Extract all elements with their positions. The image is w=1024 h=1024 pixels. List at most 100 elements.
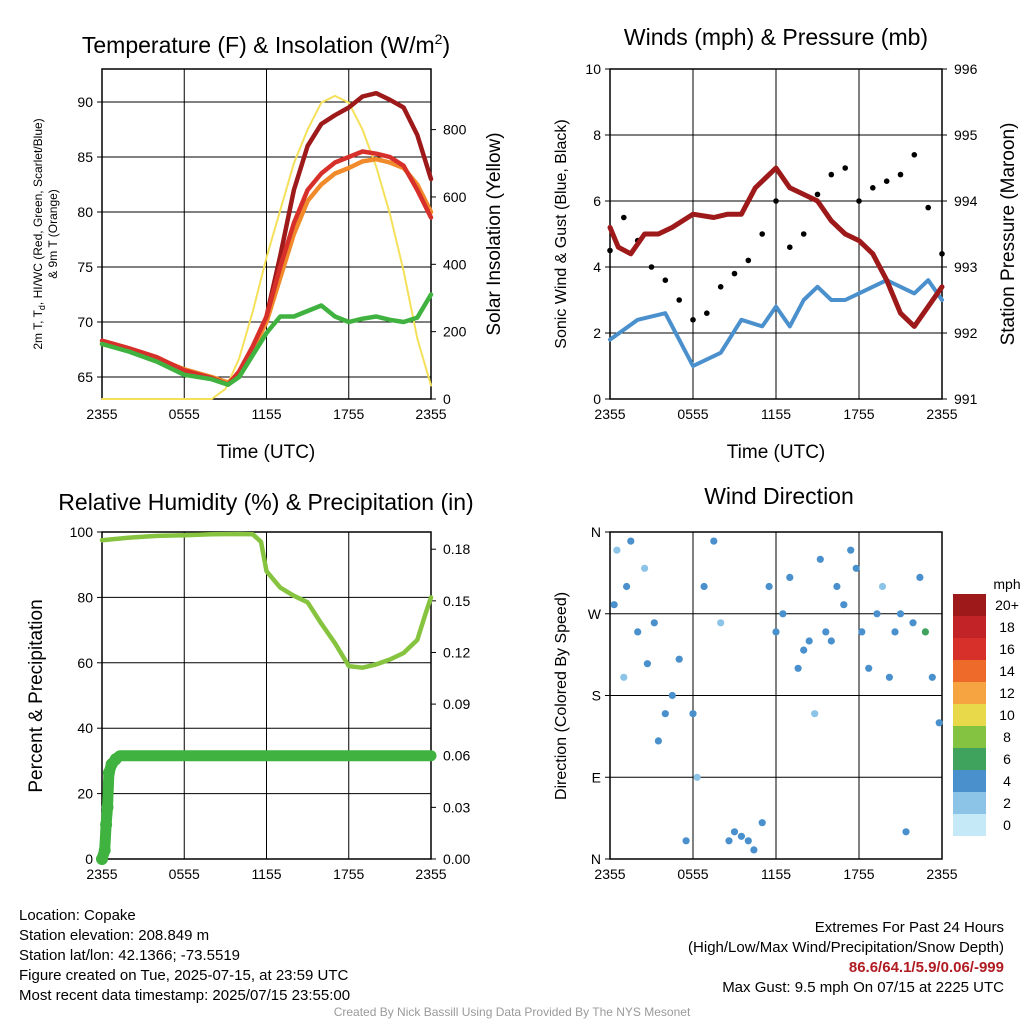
direction-point: [668, 691, 676, 700]
y-tick-label: 100: [70, 524, 94, 540]
x-tick-label: 1755: [333, 406, 364, 422]
direction-point: [620, 673, 628, 681]
direction-point: [779, 610, 787, 618]
gust-point: [925, 204, 931, 211]
y-tick-label: 0: [593, 391, 601, 407]
x-tick-label: 2355: [86, 866, 117, 882]
title-superscript: 2: [435, 31, 443, 47]
pressure-line: [607, 165, 945, 329]
direction-point: [896, 610, 905, 618]
y2-tick-label: 800: [443, 122, 467, 138]
legend-swatch: [953, 770, 986, 792]
gust-point: [814, 191, 821, 198]
extremes-heading: Extremes For Past 24 Hours: [814, 919, 1004, 936]
panel-title: Winds (mph) & Pressure (mb): [624, 24, 928, 50]
legend-label: 6: [1003, 751, 1011, 767]
x-tick-label: 0555: [677, 866, 708, 882]
legend-swatch: [953, 594, 986, 616]
station-latlon: Station lat/lon: 42.1366; -73.5519: [19, 947, 241, 964]
gust-point: [883, 178, 890, 184]
direction-point: [623, 582, 631, 591]
direction-point: [710, 537, 718, 545]
direction-point: [916, 573, 924, 582]
series-line-insolation: [101, 94, 432, 400]
series-line-t-d: [99, 292, 434, 387]
y-axis-label: Direction (Colored By Speed): [553, 592, 570, 800]
direction-point: [891, 628, 899, 636]
x-axis-label: Time (UTC): [217, 442, 316, 463]
direction-point: [878, 582, 887, 591]
y-axis-label-subscript: d: [37, 305, 47, 310]
y-tick-label: 80: [77, 204, 93, 220]
panel-title: Temperature (F) & Insolation (W/m2): [82, 31, 450, 58]
direction-point: [693, 773, 701, 781]
gust-point: [773, 198, 779, 204]
direction-point: [700, 582, 708, 591]
legend-swatch: [953, 814, 986, 836]
direction-point: [765, 582, 773, 591]
y2-tick-label: 993: [954, 259, 978, 275]
direction-point: [682, 837, 690, 845]
direction-point: [858, 628, 866, 636]
direction-point: [654, 737, 663, 745]
direction-point: [786, 573, 794, 582]
legend-swatch: [953, 616, 986, 638]
legend-label: 2: [1003, 795, 1011, 811]
x-tick-label: 2355: [594, 866, 625, 882]
gust-point: [842, 165, 848, 171]
direction-point: [847, 546, 855, 554]
legend-title: mph: [993, 576, 1020, 592]
series-line-hi-wc: [264, 90, 434, 319]
gust-point: [828, 171, 835, 178]
wind-line: [608, 278, 944, 368]
y2-tick-label: 200: [443, 324, 467, 340]
direction-point: [816, 555, 824, 563]
direction-point: [689, 710, 697, 718]
temperature-panel: 2355 0555 1155 1755 2355 65 70 75 80 85 90 0 200 400 6…: [31, 31, 505, 463]
x-tick-label: 1155: [251, 406, 281, 422]
x-tick-label: 2355: [926, 406, 957, 422]
y-tick-label: 6: [593, 193, 601, 209]
gust-point: [870, 185, 876, 191]
x-tick-label: 0555: [677, 406, 708, 422]
humidity-panel: 2355 0555 1155 1755 23550204060801000.000.03…: [26, 489, 474, 882]
y-tick-label: 4: [593, 259, 601, 275]
panel-title: Wind Direction: [704, 483, 854, 509]
figure-created: Figure created on Tue, 2025-07-15, at 23…: [19, 967, 349, 984]
direction-point: [650, 619, 658, 627]
y-tick-label: N: [591, 851, 601, 867]
y-tick-label: N: [591, 524, 601, 540]
gust-point: [704, 310, 710, 317]
y-tick-label: 8: [593, 127, 601, 143]
plot-frame: [101, 531, 432, 860]
legend-swatch: [953, 748, 986, 770]
x-tick-label: 1155: [251, 866, 281, 882]
direction-point: [840, 601, 848, 609]
direction-point: [805, 637, 813, 645]
recent-timestamp: Most recent data timestamp: 2025/07/15 2…: [19, 987, 351, 1004]
direction-point: [800, 646, 808, 654]
panel-title: Relative Humidity (%) & Precipitation (i…: [58, 489, 473, 515]
direction-point: [750, 846, 758, 854]
gust-point: [621, 214, 627, 221]
direction-point: [717, 619, 725, 627]
precip-point: [100, 818, 113, 831]
y-tick-label: 2: [593, 325, 601, 341]
wind-panel: 2355 0555 1155 1755 235502468109919929939949…: [553, 24, 1019, 463]
y-tick-label: 85: [77, 149, 93, 165]
direction-point: [827, 637, 835, 645]
direction-point: [772, 628, 780, 636]
direction-point: [675, 655, 683, 663]
direction-point: [928, 673, 936, 681]
y2-tick-label: 0: [443, 391, 451, 407]
gust-point: [745, 257, 752, 264]
rh-line: [99, 531, 434, 670]
y2-tick-label: 995: [954, 127, 978, 143]
legend-swatch: [953, 726, 986, 748]
station-elevation: Station elevation: 208.849 m: [19, 927, 210, 944]
direction-point: [909, 619, 917, 627]
y2-tick-label: 0.15: [443, 593, 470, 609]
y2-tick-label: 0.00: [443, 851, 470, 867]
station-location: Location: Copake: [19, 907, 136, 924]
